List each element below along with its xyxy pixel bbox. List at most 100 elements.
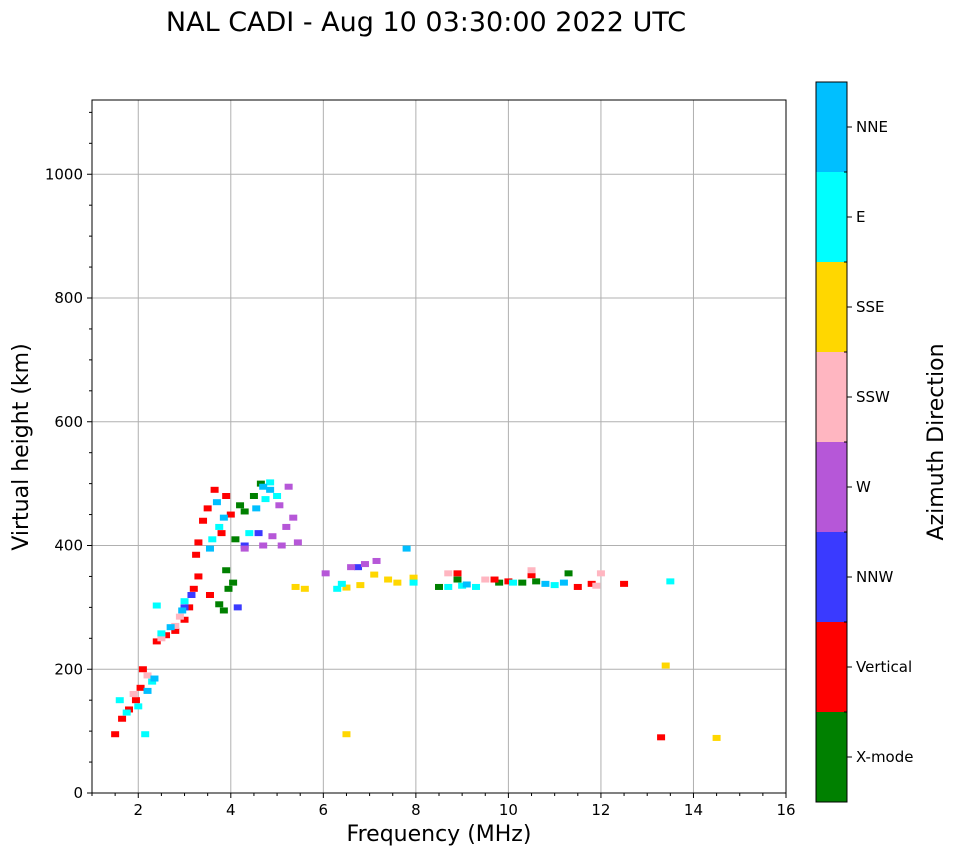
x-axis-title: Frequency (MHz) (347, 822, 532, 847)
data-point (219, 514, 228, 521)
y-tick-label: 200 (54, 660, 83, 678)
data-point (178, 607, 187, 614)
data-point (453, 570, 462, 577)
data-point (245, 530, 254, 537)
x-tick-label: 6 (319, 801, 329, 819)
data-point (194, 539, 203, 546)
data-point (573, 583, 582, 590)
data-point (356, 582, 365, 589)
data-point (224, 585, 233, 592)
x-tick-label: 10 (499, 801, 518, 819)
data-point (199, 517, 208, 524)
data-point (275, 502, 284, 509)
data-point (136, 684, 145, 691)
data-point (273, 493, 282, 499)
data-point (666, 578, 675, 585)
data-point (592, 582, 601, 589)
series-ssw (129, 567, 605, 697)
data-point (254, 530, 263, 537)
colorbar-label: E (856, 208, 865, 226)
grid (92, 100, 787, 794)
y-tick-label: 600 (54, 413, 83, 431)
data-point (166, 624, 175, 631)
data-point (138, 666, 147, 673)
data-point (129, 691, 138, 697)
data-point (527, 572, 536, 579)
data-point (712, 734, 721, 741)
data-point (354, 564, 363, 571)
data-point (393, 579, 402, 586)
data-point (118, 715, 127, 722)
colorbar: X-mode Vertical NNW W SSW SSE E NNE (815, 81, 913, 803)
data-point (360, 561, 369, 568)
data-point (219, 607, 228, 614)
data-point (342, 584, 351, 591)
data-point (409, 579, 418, 586)
x-tick-label: 16 (776, 801, 795, 819)
colorbar-segment (816, 82, 847, 172)
colorbar-segment (816, 442, 847, 532)
data-point (185, 604, 194, 611)
x-axis-ticks: 2 4 6 8 10 12 14 16 (91, 793, 796, 819)
data-point (532, 578, 541, 585)
data-point (509, 579, 518, 586)
data-point (187, 592, 196, 598)
data-point (143, 687, 152, 694)
colorbar-segment (816, 172, 847, 262)
data-point (259, 483, 268, 490)
series-x-mode (215, 480, 573, 614)
data-point (402, 545, 411, 552)
data-point (131, 697, 140, 704)
data-point (347, 564, 356, 571)
data-point (266, 486, 275, 493)
colorbar-label: SSW (856, 388, 890, 406)
data-point (203, 505, 212, 512)
data-point (240, 545, 249, 552)
colorbar-segment (816, 712, 847, 802)
plot-area: 2 4 6 8 10 12 14 16 0 200 400 600 800 1000 (45, 99, 796, 819)
data-point (180, 604, 189, 611)
y-axis-ticks: 0 200 400 600 800 1000 (45, 111, 92, 802)
y-tick-label: 1000 (45, 165, 83, 183)
data-point (342, 731, 351, 738)
data-point (620, 580, 629, 587)
data-point (180, 598, 189, 605)
colorbar-label: W (856, 478, 871, 496)
plot-title: NAL CADI - Aug 10 03:30:00 2022 UTC (166, 7, 686, 38)
data-point (596, 570, 605, 577)
y-axis-title: Virtual height (km) (9, 343, 34, 550)
data-point (284, 483, 293, 490)
data-point (143, 672, 152, 679)
data-point (657, 734, 666, 741)
colorbar-segment (816, 352, 847, 442)
colorbar-label: SSE (856, 298, 885, 316)
data-point (233, 604, 242, 611)
series-w (240, 483, 381, 577)
series-vertical (111, 486, 666, 741)
series-e (115, 479, 675, 738)
series-nnw (180, 530, 363, 611)
data-point (212, 499, 221, 506)
data-point (587, 580, 596, 587)
data-point (370, 571, 379, 578)
data-point (453, 576, 462, 583)
data-point (115, 697, 124, 704)
data-point (291, 583, 300, 590)
plot-background (92, 100, 786, 793)
colorbar-label: X-mode (856, 748, 913, 766)
data-point (518, 579, 527, 586)
data-point (229, 579, 238, 586)
y-tick-label: 0 (73, 784, 83, 802)
data-point (125, 706, 134, 713)
data-point (226, 511, 235, 518)
colorbar-label: NNW (856, 568, 893, 586)
data-point (256, 480, 265, 487)
data-point (282, 523, 291, 530)
x-tick-label: 2 (133, 801, 143, 819)
data-point (266, 479, 275, 486)
data-point (157, 635, 166, 642)
data-point (458, 582, 467, 589)
data-point (240, 542, 249, 549)
data-point (222, 567, 231, 574)
data-point (152, 602, 161, 609)
